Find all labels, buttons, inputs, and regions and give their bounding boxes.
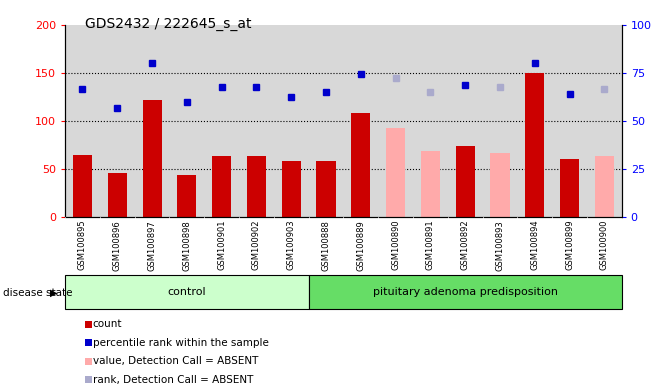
Text: GSM100895: GSM100895 [78, 220, 87, 270]
Bar [107, 173, 127, 217]
Text: GSM100892: GSM100892 [461, 220, 469, 270]
Text: GSM100903: GSM100903 [286, 220, 296, 270]
Bar [282, 161, 301, 217]
Text: GSM100890: GSM100890 [391, 220, 400, 270]
Text: GSM100894: GSM100894 [530, 220, 539, 270]
Bar [177, 175, 197, 217]
Text: GSM100893: GSM100893 [495, 220, 505, 271]
Text: ▶: ▶ [49, 288, 57, 298]
Text: GSM100900: GSM100900 [600, 220, 609, 270]
Text: value, Detection Call = ABSENT: value, Detection Call = ABSENT [93, 356, 258, 366]
Text: pituitary adenoma predisposition: pituitary adenoma predisposition [372, 287, 558, 297]
Bar [212, 157, 231, 217]
Text: percentile rank within the sample: percentile rank within the sample [93, 338, 269, 348]
Text: GSM100902: GSM100902 [252, 220, 261, 270]
Text: GDS2432 / 222645_s_at: GDS2432 / 222645_s_at [85, 17, 251, 31]
Text: GSM100897: GSM100897 [148, 220, 157, 271]
Text: disease state: disease state [3, 288, 73, 298]
Bar [421, 151, 440, 217]
Bar [316, 161, 335, 217]
Bar [247, 157, 266, 217]
Bar [386, 128, 405, 217]
Text: rank, Detection Call = ABSENT: rank, Detection Call = ABSENT [93, 375, 253, 384]
Bar [560, 159, 579, 217]
Bar [65, 275, 309, 309]
Text: count: count [93, 319, 122, 329]
Text: GSM100901: GSM100901 [217, 220, 226, 270]
Bar [595, 157, 614, 217]
Text: GSM100899: GSM100899 [565, 220, 574, 270]
Bar [525, 73, 544, 217]
Bar [456, 146, 475, 217]
Text: GSM100889: GSM100889 [356, 220, 365, 271]
Text: GSM100888: GSM100888 [322, 220, 331, 271]
Text: GSM100896: GSM100896 [113, 220, 122, 271]
Text: GSM100898: GSM100898 [182, 220, 191, 271]
Bar [352, 113, 370, 217]
Text: control: control [167, 287, 206, 297]
Bar [490, 153, 510, 217]
Text: GSM100891: GSM100891 [426, 220, 435, 270]
Bar [73, 155, 92, 217]
Bar [309, 275, 622, 309]
Bar [143, 100, 161, 217]
